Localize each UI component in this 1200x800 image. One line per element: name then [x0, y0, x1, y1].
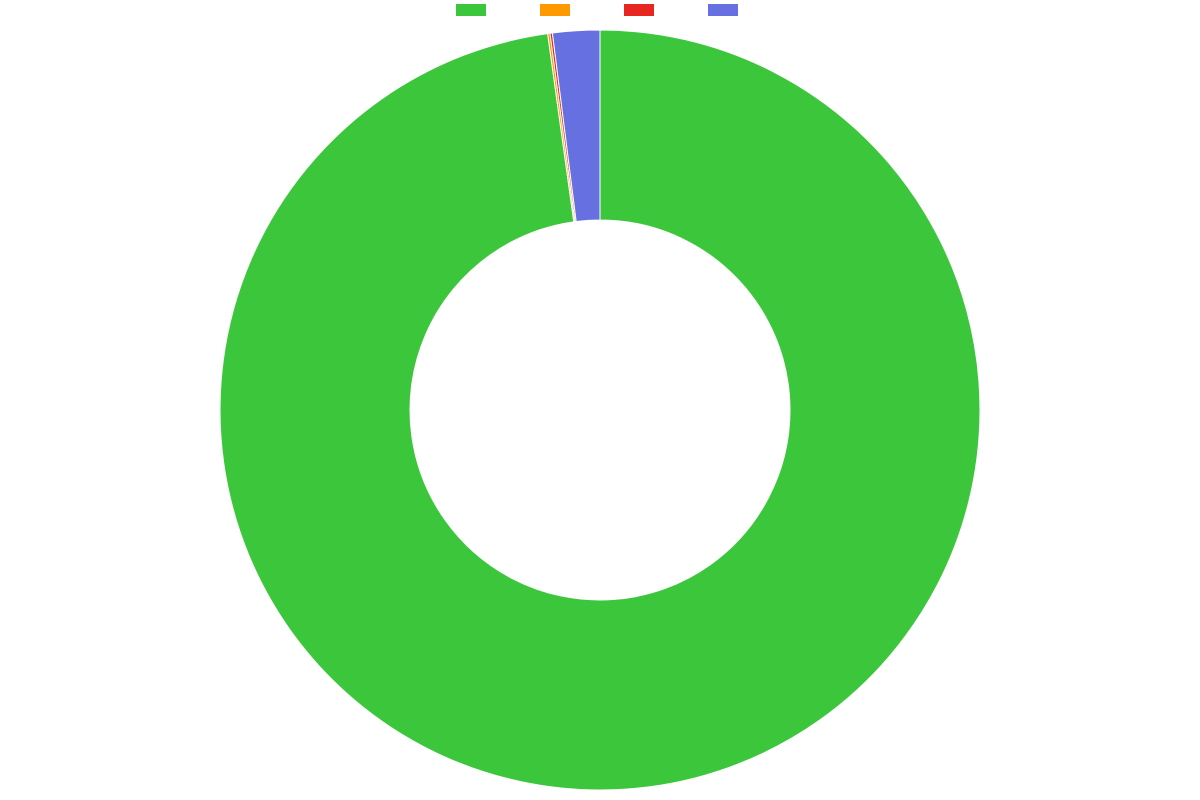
donut-chart-wrap	[0, 0, 1200, 800]
chart-stage	[0, 0, 1200, 800]
donut-chart	[0, 0, 1200, 800]
